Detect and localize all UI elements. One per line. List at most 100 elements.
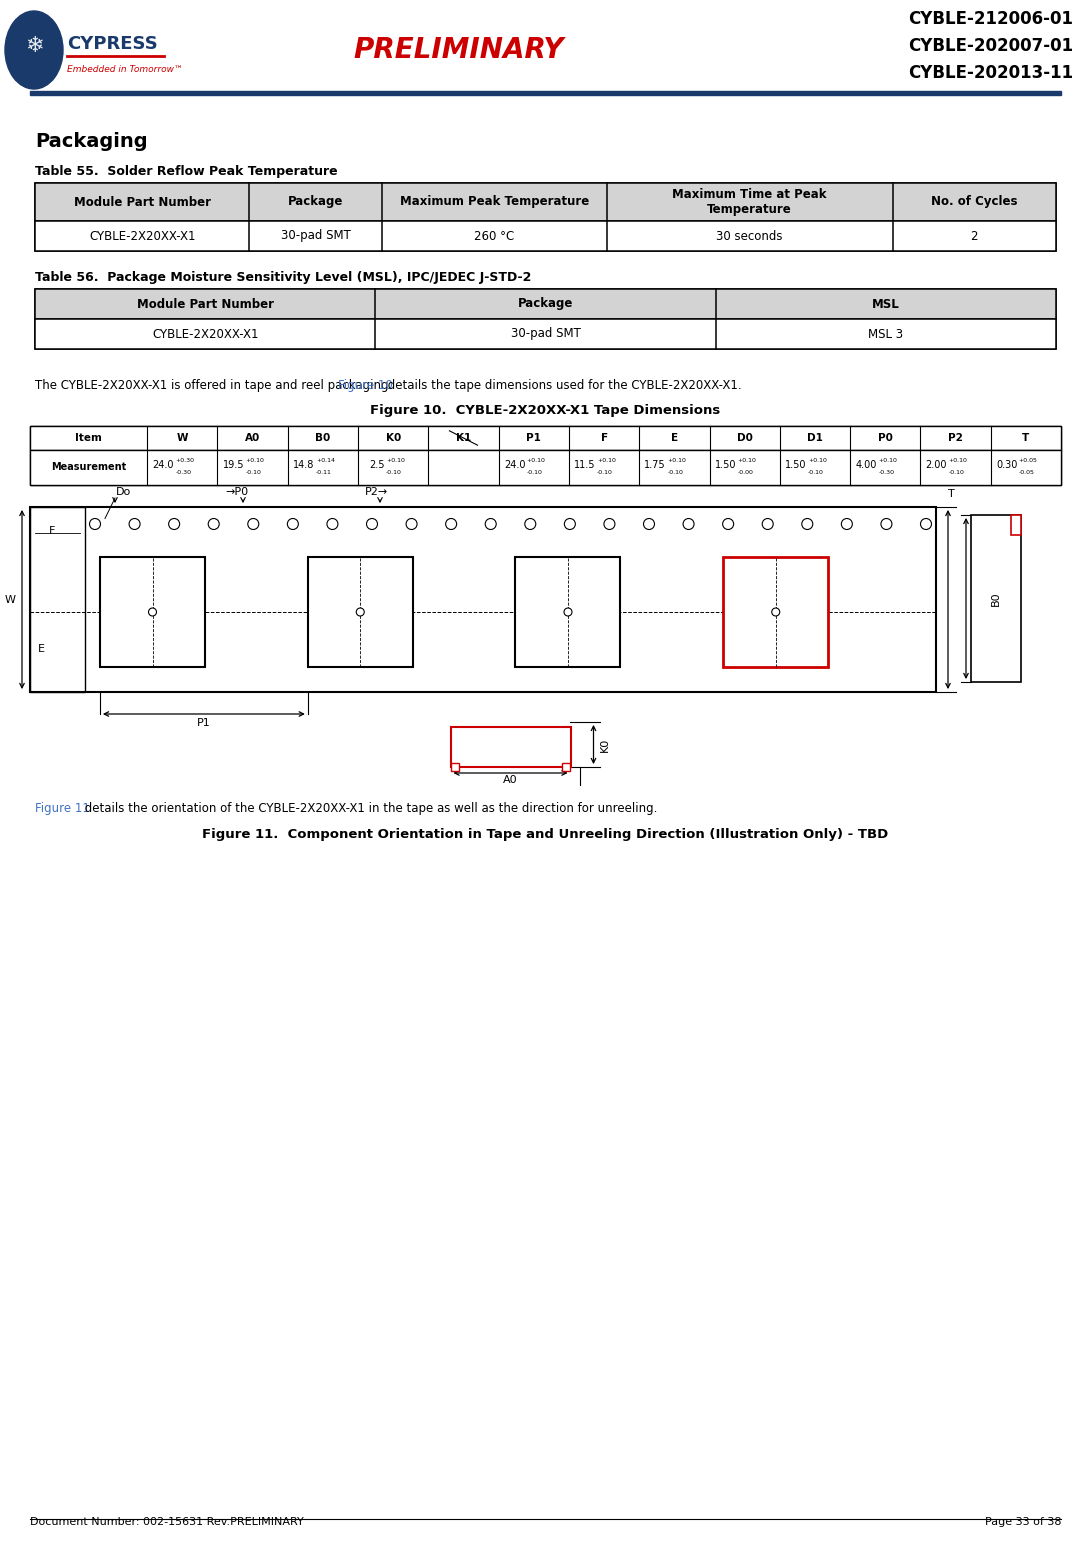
Text: -0.11: -0.11 [316,470,332,475]
Text: 24.0: 24.0 [504,461,526,470]
Text: -0.10: -0.10 [668,470,683,475]
Circle shape [763,518,774,530]
Circle shape [683,518,694,530]
Text: B0: B0 [991,592,1002,606]
Text: -0.10: -0.10 [386,470,403,475]
Text: Measurement: Measurement [51,462,127,473]
Circle shape [604,518,615,530]
Text: 19.5: 19.5 [223,461,244,470]
Text: CYBLE-2X20XX-X1: CYBLE-2X20XX-X1 [152,328,259,341]
Text: -0.00: -0.00 [738,470,754,475]
Text: 260 °C: 260 °C [475,230,515,242]
Circle shape [248,518,259,530]
Text: K0: K0 [385,433,400,442]
Text: CYPRESS: CYPRESS [67,35,158,52]
Bar [35,290,1056,319]
Text: +0.14: +0.14 [316,458,335,462]
Text: 1.50: 1.50 [786,461,806,470]
Text: 24.0: 24.0 [153,461,173,470]
Text: 30-pad SMT: 30-pad SMT [511,328,580,341]
Text: Maximum Time at Peak
Temperature: Maximum Time at Peak Temperature [672,188,827,216]
Text: MSL: MSL [872,297,900,310]
Text: +0.10: +0.10 [808,458,827,462]
Text: 30-pad SMT: 30-pad SMT [280,230,350,242]
Text: -0.05: -0.05 [1019,470,1034,475]
Text: Page 33 of 38: Page 33 of 38 [984,1516,1062,1527]
Text: Module Part Number: Module Part Number [136,297,274,310]
Bar [29,507,936,692]
Text: Item: Item [75,433,103,442]
Text: 11.5: 11.5 [574,461,596,470]
Text: P1: P1 [526,433,541,442]
Text: -0.10: -0.10 [948,470,964,475]
Bar [516,556,621,667]
Circle shape [148,609,156,616]
Text: T: T [948,488,955,499]
Text: -0.10: -0.10 [245,470,262,475]
Text: E: E [38,644,45,653]
Bar [971,515,1021,683]
Text: B0: B0 [315,433,331,442]
Text: Package: Package [518,297,573,310]
Text: 30 seconds: 30 seconds [717,230,783,242]
Circle shape [129,518,140,530]
Circle shape [802,518,813,530]
Text: A0: A0 [245,433,261,442]
Circle shape [485,518,496,530]
Bar [1011,515,1021,535]
Text: P0: P0 [878,433,892,442]
Bar [35,290,1056,348]
Text: E: E [671,433,678,442]
Text: 0.30: 0.30 [996,461,1018,470]
Circle shape [357,609,364,616]
Text: -0.30: -0.30 [878,470,895,475]
Text: -0.10: -0.10 [597,470,613,475]
Text: Table 56.  Package Moisture Sensitivity Level (MSL), IPC/JEDEC J-STD-2: Table 56. Package Moisture Sensitivity L… [35,271,531,284]
Bar [35,183,1056,251]
Circle shape [367,518,377,530]
Circle shape [880,518,892,530]
Text: Packaging: Packaging [35,133,147,151]
Circle shape [208,518,219,530]
Text: Package: Package [288,196,344,208]
Bar [29,507,85,692]
Bar [563,763,571,770]
Text: 1.50: 1.50 [715,461,736,470]
Circle shape [406,518,417,530]
Circle shape [644,518,655,530]
Text: +0.30: +0.30 [176,458,194,462]
Text: MSL 3: MSL 3 [868,328,903,341]
Circle shape [287,518,298,530]
Text: A0: A0 [503,775,518,784]
Bar [35,183,1056,220]
Text: -0.10: -0.10 [527,470,542,475]
Bar [308,556,412,667]
Bar [723,556,828,667]
Text: Figure 11: Figure 11 [35,801,89,815]
Text: Figure 10: Figure 10 [338,379,393,391]
Text: 2.5: 2.5 [369,461,385,470]
Text: +0.10: +0.10 [245,458,264,462]
Text: 2.00: 2.00 [925,461,947,470]
Bar [100,556,205,667]
Text: Figure 11.  Component Orientation in Tape and Unreeling Direction (Illustration : Figure 11. Component Orientation in Tape… [202,828,889,841]
Text: +0.10: +0.10 [668,458,686,462]
Text: P2→: P2→ [365,487,388,498]
Text: D0: D0 [736,433,753,442]
Text: +0.05: +0.05 [1019,458,1038,462]
Text: ❄: ❄ [25,35,44,55]
Text: +0.10: +0.10 [597,458,616,462]
Text: W: W [177,433,188,442]
Text: W: W [5,595,16,604]
Circle shape [771,609,780,616]
Bar [451,727,571,767]
Text: F: F [600,433,608,442]
Text: details the tape dimensions used for the CYBLE-2X20XX-X1.: details the tape dimensions used for the… [384,379,742,391]
Circle shape [445,518,457,530]
Text: T: T [1022,433,1030,442]
Circle shape [722,518,733,530]
Text: +0.10: +0.10 [527,458,546,462]
Circle shape [89,518,100,530]
Circle shape [841,518,852,530]
Bar [29,91,1062,96]
